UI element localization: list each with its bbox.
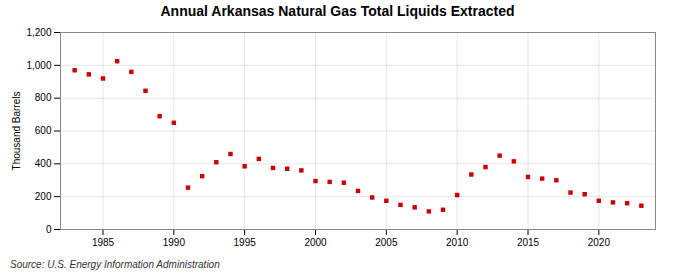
svg-text:2000: 2000 [304, 237, 327, 248]
svg-text:1995: 1995 [234, 237, 257, 248]
svg-text:Thousand Barrels: Thousand Barrels [11, 92, 22, 171]
svg-text:2020: 2020 [588, 237, 611, 248]
svg-text:2005: 2005 [375, 237, 398, 248]
svg-text:0: 0 [46, 224, 52, 235]
svg-text:800: 800 [35, 92, 52, 103]
svg-text:2015: 2015 [517, 237, 540, 248]
svg-text:600: 600 [35, 125, 52, 136]
svg-text:200: 200 [35, 191, 52, 202]
html-text:Annual Arkansas Natural Gas To: Annual Arkansas Natural Gas Total Liquid… [160, 3, 515, 19]
svg-text:1,200: 1,200 [26, 27, 51, 38]
svg-text:400: 400 [35, 158, 52, 169]
svg-text:1990: 1990 [163, 237, 186, 248]
html-text:Source: U.S. Energy Informatio: Source: U.S. Energy Information Administ… [10, 259, 220, 270]
svg-text:2010: 2010 [446, 237, 469, 248]
svg-text:1985: 1985 [92, 237, 115, 248]
svg-text:1,000: 1,000 [26, 60, 51, 71]
